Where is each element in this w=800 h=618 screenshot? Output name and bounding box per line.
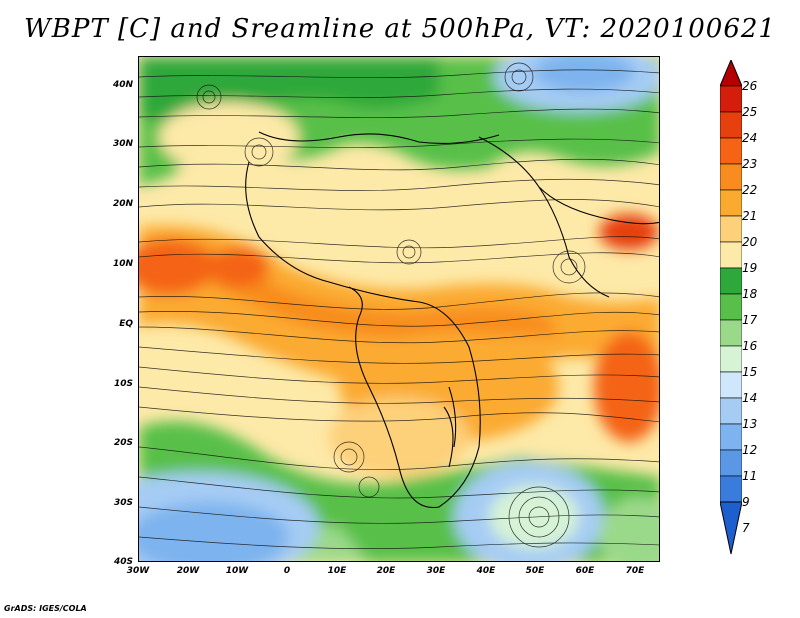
lat-tick-40n: 40N — [112, 80, 133, 90]
lon-tick-20e: 20E — [376, 566, 396, 576]
lat-tick-30s: 30S — [113, 498, 133, 508]
colorbar-bin-15 — [720, 345, 742, 373]
lon-tick-10e: 10E — [327, 566, 347, 576]
colorbar-bin-24 — [720, 111, 742, 139]
lon-tick-30e: 30E — [426, 566, 446, 576]
lon-tick-10w: 10W — [225, 566, 249, 576]
colorbar-bin-19 — [720, 241, 742, 269]
colorbar-bin-11 — [720, 449, 742, 477]
lat-tick-10s: 10S — [113, 379, 133, 389]
lat-tick-20s: 20S — [113, 438, 133, 448]
colorbar-label-24: 24 — [742, 131, 758, 145]
lon-tick-70e: 70E — [625, 566, 645, 576]
lon-tick-20w: 20W — [176, 566, 200, 576]
colorbar-bin-17 — [720, 293, 742, 321]
colorbar-label-25: 25 — [742, 105, 758, 119]
lat-tick-10n: 10N — [112, 259, 133, 269]
map-panel — [138, 56, 660, 562]
colorbar-label-9: 9 — [742, 495, 750, 509]
colorbar-label-26: 26 — [742, 79, 758, 93]
lat-tick-40s: 40S — [113, 557, 133, 567]
colorbar-bin-12 — [720, 423, 742, 451]
lat-tick-30n: 30N — [112, 139, 133, 149]
colorbar-label-17: 17 — [742, 313, 758, 327]
lat-tick-eq: EQ — [119, 319, 133, 329]
colorbar-label-7: 7 — [742, 521, 750, 535]
colorbar-top-arrow — [720, 60, 742, 87]
colorbar-label-22: 22 — [742, 183, 758, 197]
chart-title: WBPT [C] and Sreamline at 500hPa, VT: 20… — [24, 14, 776, 44]
coastlines — [245, 131, 659, 509]
colorbar-label-18: 18 — [742, 287, 758, 301]
lon-tick-30w: 30W — [126, 566, 150, 576]
colorbar-label-13: 13 — [742, 417, 758, 431]
colorbar-label-19: 19 — [742, 261, 758, 275]
colorbar-bin-9 — [720, 475, 742, 503]
colorbar-bin-20 — [720, 215, 742, 243]
lon-tick-0: 0 — [283, 566, 291, 576]
colorbar-bin-22 — [720, 163, 742, 191]
colorbar-label-15: 15 — [742, 365, 758, 379]
colorbar-label-11: 11 — [742, 469, 758, 483]
lon-tick-50e: 50E — [525, 566, 545, 576]
lon-tick-60e: 60E — [575, 566, 595, 576]
colorbar-bin-23 — [720, 137, 742, 165]
colorbar-bin-18 — [720, 267, 742, 295]
colorbar-label-16: 16 — [742, 339, 758, 353]
colorbar-label-21: 21 — [742, 209, 758, 223]
streamlines — [139, 62, 659, 550]
colorbar-bin-21 — [720, 189, 742, 217]
colorbar — [720, 60, 742, 555]
colorbar-bottom-arrow — [720, 501, 742, 555]
colorbar-label-20: 20 — [742, 235, 758, 249]
colorbar-bin-13 — [720, 397, 742, 425]
colorbar-bin-16 — [720, 319, 742, 347]
filled-contours — [139, 57, 659, 561]
colorbar-label-23: 23 — [742, 157, 758, 171]
colorbar-label-12: 12 — [742, 443, 758, 457]
wbpt-field-map — [139, 57, 659, 561]
credit-label: GrADS: IGES/COLA — [4, 604, 87, 613]
lat-tick-20n: 20N — [112, 199, 133, 209]
colorbar-bin-14 — [720, 371, 742, 399]
colorbar-label-14: 14 — [742, 391, 758, 405]
colorbar-bin-25 — [720, 85, 742, 113]
lon-tick-40e: 40E — [476, 566, 496, 576]
